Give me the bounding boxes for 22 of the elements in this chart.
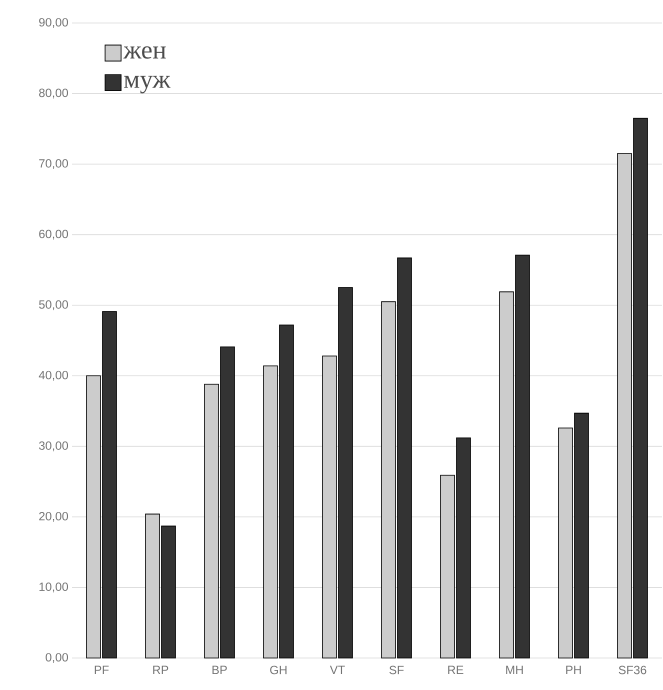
y-tick-label: 80,00 <box>39 88 68 98</box>
x-tick-label: RP <box>153 666 168 674</box>
x-tick-label: SF36 <box>618 666 646 674</box>
y-tick-label: 50,00 <box>39 300 68 310</box>
y-tick-label: 90,00 <box>39 18 68 28</box>
y-tick-label: 0,00 <box>46 653 68 663</box>
x-tick-label: SF <box>389 666 404 674</box>
x-tick-label: PH <box>566 666 581 674</box>
y-tick-label: 60,00 <box>39 230 68 240</box>
x-tick-label: VT <box>330 666 345 674</box>
y-tick-label: 30,00 <box>39 441 68 452</box>
y-tick-label: 20,00 <box>39 512 68 522</box>
x-tick-label: MH <box>506 666 523 674</box>
x-tick-label: RE <box>448 666 464 674</box>
y-tick-label: 40,00 <box>38 370 68 381</box>
y-tick-label: 10,00 <box>39 582 68 592</box>
x-tick-label: PF <box>94 666 109 674</box>
legend-label: жен <box>123 46 166 59</box>
x-tick-label: GH <box>270 666 286 674</box>
legend-label: муж <box>124 76 171 94</box>
y-tick-label: 70,00 <box>39 159 68 170</box>
x-tick-label: BP <box>212 666 227 674</box>
